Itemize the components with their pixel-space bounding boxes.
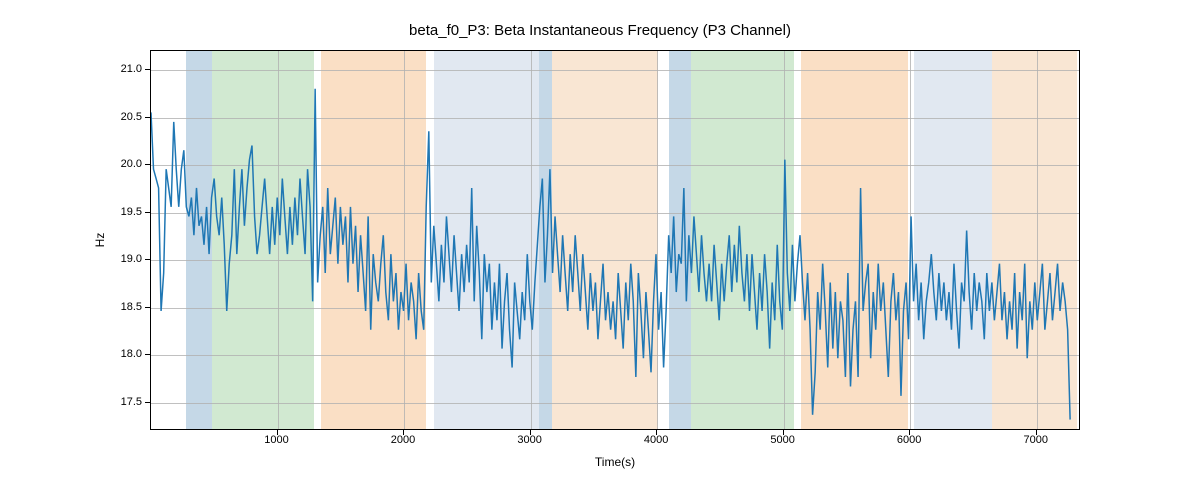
y-tick-mark xyxy=(145,307,150,308)
plot-area xyxy=(150,50,1080,430)
x-tick-label: 7000 xyxy=(1023,434,1047,446)
y-tick-label: 21.0 xyxy=(121,63,142,75)
x-tick-label: 3000 xyxy=(517,434,541,446)
y-tick-label: 17.5 xyxy=(121,396,142,408)
y-tick-label: 18.5 xyxy=(121,301,142,313)
data-line xyxy=(151,89,1070,420)
x-tick-label: 4000 xyxy=(644,434,668,446)
x-tick-label: 6000 xyxy=(897,434,921,446)
y-tick-mark xyxy=(145,164,150,165)
x-tick-label: 2000 xyxy=(391,434,415,446)
y-tick-mark xyxy=(145,259,150,260)
y-tick-label: 20.0 xyxy=(121,158,142,170)
chart-title: beta_f0_P3: Beta Instantaneous Frequency… xyxy=(0,22,1200,39)
y-tick-mark xyxy=(145,354,150,355)
y-tick-mark xyxy=(145,69,150,70)
y-tick-label: 19.5 xyxy=(121,206,142,218)
y-tick-label: 20.5 xyxy=(121,111,142,123)
y-axis-label: Hz xyxy=(93,233,107,248)
y-tick-mark xyxy=(145,212,150,213)
x-tick-label: 5000 xyxy=(770,434,794,446)
y-tick-label: 18.0 xyxy=(121,348,142,360)
y-tick-mark xyxy=(145,402,150,403)
y-tick-label: 19.0 xyxy=(121,253,142,265)
line-series xyxy=(151,51,1079,429)
x-axis-label: Time(s) xyxy=(595,455,635,469)
figure: beta_f0_P3: Beta Instantaneous Frequency… xyxy=(0,0,1200,500)
y-tick-mark xyxy=(145,117,150,118)
x-tick-label: 1000 xyxy=(264,434,288,446)
